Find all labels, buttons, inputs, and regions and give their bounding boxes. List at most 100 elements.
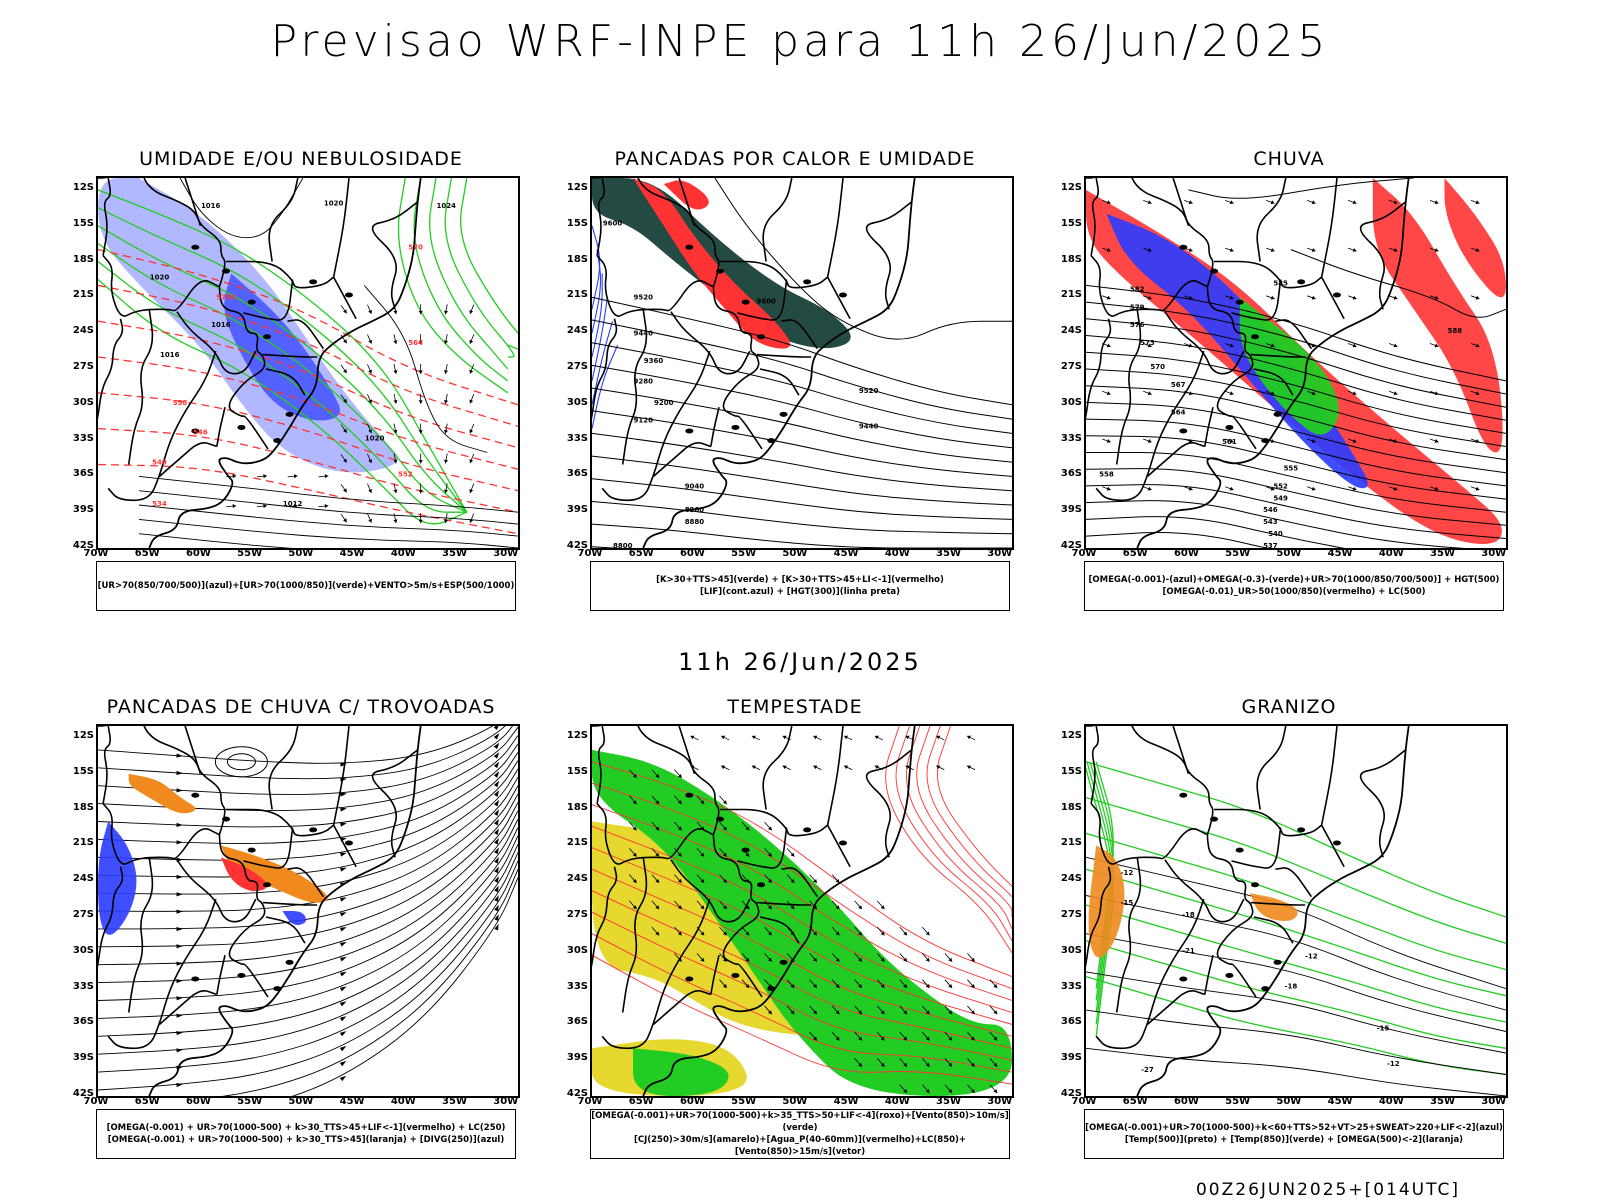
wind-vector	[696, 874, 705, 884]
political-border	[158, 442, 218, 477]
lon-tick-label: 50W	[1276, 1096, 1302, 1107]
wind-vector	[944, 1084, 953, 1094]
lat-tick-label: 18S	[1060, 801, 1082, 813]
political-border	[762, 726, 793, 810]
wind-vector	[922, 926, 930, 936]
lat-tick-label: 33S	[72, 980, 94, 992]
streamline-850	[592, 825, 1012, 1013]
legend-line: [OMEGA(-0.001) + UR>70(1000-500) + k>30_…	[106, 1123, 506, 1133]
wind-vector	[764, 900, 773, 910]
wind-vector	[854, 953, 863, 962]
streamline	[98, 827, 518, 1019]
wind-vector	[418, 304, 423, 315]
political-border	[226, 808, 335, 837]
height-500-contour	[1086, 318, 1506, 408]
wind-vector	[843, 735, 853, 741]
lon-tick-label: 45W	[833, 548, 859, 559]
wind-vector	[1184, 390, 1193, 396]
wind-vector	[418, 363, 423, 374]
political-border	[1320, 276, 1345, 320]
map-pancadas-trovoadas	[96, 724, 520, 1098]
wind-vector	[1225, 390, 1234, 396]
streamline	[98, 752, 518, 861]
streamline-arrow	[494, 866, 499, 874]
streamline	[98, 760, 518, 878]
wind-vector	[1225, 343, 1234, 348]
contour-label: -18	[1182, 911, 1195, 919]
lat-tick-label: 21S	[1060, 289, 1082, 301]
lat-tick-label: 12S	[1060, 729, 1082, 741]
panel-chuva: CHUVA 585 582 579 576 573 570 567 564 561 558 555 5…	[1044, 148, 1534, 638]
wind-vector	[936, 735, 945, 741]
thickness-contour	[98, 284, 518, 427]
map-chuva: 585 582 579 576 573 570 567 564 561 558 555 552 549 5…	[1084, 176, 1508, 550]
legend-line: [OMEGA(-0.001)+UR>70(1000-500)+k>35_TTS>…	[591, 1111, 1009, 1133]
lon-tick-label: 45W	[1327, 548, 1353, 559]
pressure-isobar	[138, 504, 518, 537]
wind-vector	[967, 1058, 975, 1067]
contour-label: 9520	[859, 387, 879, 395]
wind-vector	[764, 926, 773, 936]
wind-vector	[367, 364, 372, 374]
lon-tick-label: 60W	[185, 548, 211, 559]
streamline-850	[926, 726, 1012, 906]
streamline	[98, 743, 518, 844]
wind-vector	[719, 821, 728, 831]
wind-vector	[1429, 486, 1439, 491]
legend-line: [K>30+TTS>45](verde) + [K>30+TTS>45+LI<-…	[656, 575, 944, 585]
lake	[685, 244, 694, 250]
wind-vector	[318, 474, 329, 479]
map-umidade: 1016 1020 1024 1016 1020 1012 1016 1020 5700 564 5…	[96, 176, 520, 550]
wind-vector	[719, 874, 728, 884]
streamline-arrow	[493, 809, 500, 816]
contour-label: -21	[1182, 947, 1195, 955]
political-border	[592, 866, 618, 968]
wind-vector	[287, 474, 298, 479]
lon-tick-label: 40W	[884, 1096, 910, 1107]
humidity-green-contour	[98, 207, 468, 513]
wind-vector	[764, 821, 773, 831]
wind-vector	[1388, 486, 1398, 491]
lifted-index-contour	[592, 273, 603, 358]
contour-label: 540	[1268, 530, 1283, 538]
political-border	[1320, 824, 1345, 868]
political-border	[1172, 178, 1190, 226]
wind-vector	[813, 765, 822, 771]
streamline-arrow	[340, 762, 347, 767]
thickness-contour	[98, 392, 518, 492]
temp-500-contour	[1086, 856, 1506, 990]
streamline-arrow	[339, 1016, 347, 1022]
political-border	[596, 803, 714, 865]
political-border	[865, 749, 913, 858]
political-border	[268, 178, 299, 262]
wind-vector	[651, 900, 660, 910]
wind-vector	[899, 1031, 908, 1041]
temp-500-contour	[1086, 895, 1506, 1011]
legend-line: [UR>70(850/700/500)](azul)+[UR>70(1000/8…	[97, 581, 515, 591]
temp-500-contour	[1086, 971, 1506, 1054]
wind-vector	[318, 504, 329, 509]
lake	[1225, 972, 1234, 978]
wind-vector	[720, 765, 730, 771]
lake	[191, 792, 200, 798]
wind-vector	[720, 735, 730, 741]
lat-tick-label: 21S	[72, 837, 94, 849]
wind-vector	[809, 979, 818, 989]
contour-label: -15	[1121, 899, 1134, 907]
lon-tick-label: 50W	[288, 548, 314, 559]
wind-vector	[905, 735, 914, 741]
wind-vector	[1388, 199, 1398, 205]
lat-tick-label: 15S	[566, 765, 588, 777]
legend-line: [LIF](cont.azul) + [HGT(300)](linha pret…	[699, 587, 901, 597]
lon-tick-label: 30W	[1481, 1096, 1507, 1107]
wind-vector	[443, 393, 449, 404]
wind-vector	[1429, 247, 1439, 252]
wind-vector	[393, 453, 398, 464]
political-border	[371, 749, 419, 858]
streamline-arrow	[494, 828, 499, 836]
wind-vector	[899, 1005, 908, 1015]
wind-vector	[809, 900, 818, 910]
streamline-arrow	[176, 822, 183, 828]
contour-label: 570	[408, 244, 423, 252]
political-border	[1115, 309, 1142, 465]
